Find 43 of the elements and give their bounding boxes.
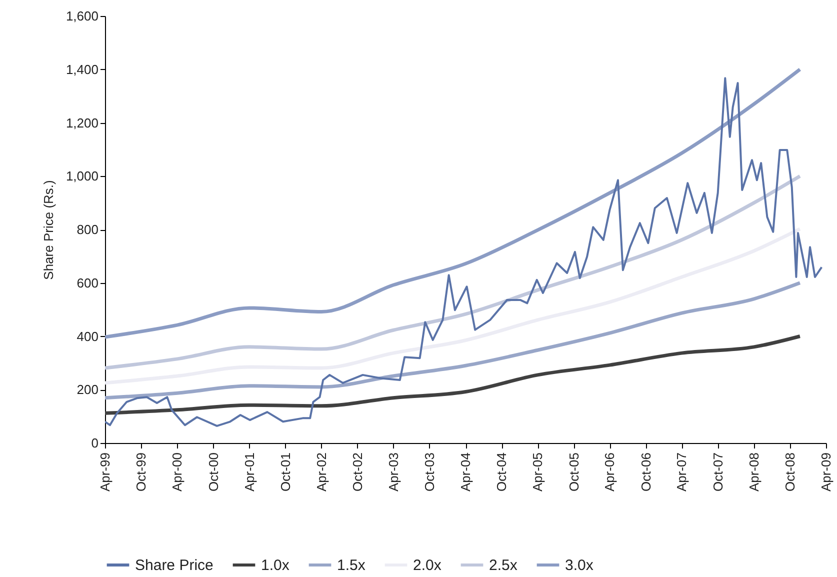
- x-tick-label: Apr-07: [674, 452, 690, 492]
- y-tick-label: 1,000: [66, 168, 98, 184]
- x-tick-label: Oct-05: [566, 452, 582, 492]
- x-tick-label: Apr-08: [746, 452, 762, 492]
- y-axis-title: Share Price (Rs.): [40, 180, 56, 280]
- x-tick-label: Oct-07: [710, 452, 726, 492]
- x-tick-label: Apr-01: [242, 452, 257, 492]
- line-series: [105, 227, 802, 385]
- y-tick-label: 1,400: [66, 62, 98, 77]
- x-tick-label: Apr-06: [602, 452, 618, 492]
- x-tick-label: Oct-02: [350, 452, 365, 492]
- x-tick-label: Oct-03: [422, 452, 437, 492]
- legend-label: 3.0x: [565, 557, 594, 574]
- x-tick-label: Apr-04: [458, 452, 474, 492]
- y-tick-label: 800: [76, 222, 98, 237]
- line-series: [105, 281, 802, 400]
- line-series: [105, 174, 802, 370]
- x-tick-label: Oct-99: [134, 452, 149, 492]
- x-tick-label: Apr-99: [98, 452, 112, 492]
- y-tick-label: 600: [76, 275, 98, 290]
- y-tick-label: 1,200: [66, 115, 98, 130]
- x-tick-label: Apr-09: [818, 452, 834, 492]
- legend-label: 2.0x: [413, 557, 442, 574]
- x-tick-label: Oct-08: [782, 452, 798, 492]
- y-tick-label: 400: [76, 328, 98, 344]
- x-tick-label: Apr-05: [530, 452, 546, 492]
- y-tick-label: 1,600: [66, 8, 98, 24]
- line-series: [105, 77, 823, 427]
- legend-label: 1.0x: [261, 557, 290, 574]
- y-tick-label: 0: [91, 436, 98, 450]
- x-tick-label: Oct-00: [206, 452, 221, 492]
- x-tick-label: Apr-03: [386, 452, 401, 492]
- legend-label: Share Price: [135, 557, 214, 574]
- line-series: [105, 334, 802, 415]
- y-tick-label: 200: [76, 382, 98, 398]
- x-tick-label: Apr-02: [314, 452, 329, 492]
- x-tick-label: Oct-01: [278, 452, 293, 492]
- x-tick-label: Apr-00: [170, 452, 185, 492]
- legend-label: 1.5x: [337, 557, 366, 574]
- line-series: [105, 68, 802, 339]
- x-tick-label: Oct-04: [494, 452, 510, 492]
- legend-label: 2.5x: [489, 557, 518, 574]
- x-tick-label: Oct-06: [638, 452, 654, 492]
